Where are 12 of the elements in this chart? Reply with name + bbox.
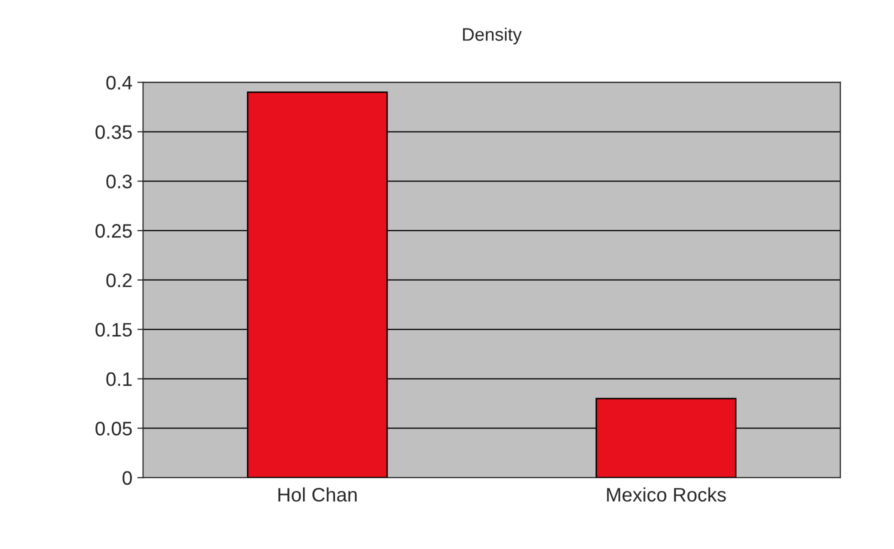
chart-title: Density	[463, 28, 522, 44]
y-tick-label: 0.4	[106, 76, 132, 90]
y-tick-label: 0	[122, 471, 132, 485]
y-tick-label: 0.2	[106, 273, 132, 288]
y-tick-label: 0.05	[96, 422, 132, 436]
y-tick-label: 0.25	[96, 224, 132, 238]
y-tick-label: 0.15	[96, 322, 132, 337]
x-tick-label: Mexico Rocks	[607, 487, 726, 502]
y-tick-label: 0.1	[106, 372, 132, 386]
y-tick-label: 0.35	[96, 125, 132, 139]
y-tick-label: 0.3	[106, 174, 132, 188]
x-tick-label: Hol Chan	[278, 487, 357, 502]
